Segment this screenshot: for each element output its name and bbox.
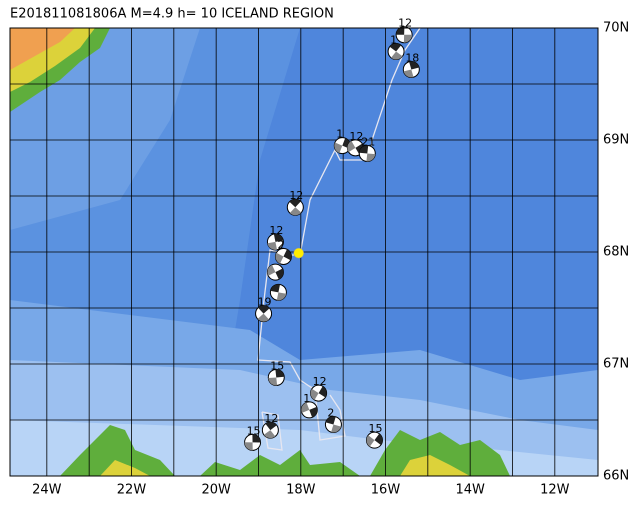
event-label: 12 [269,224,283,237]
focal-mechanism [402,60,420,78]
event-label: 1 [336,128,343,141]
lon-label: 14W [455,483,485,498]
lon-label: 24W [32,483,62,498]
compression [268,377,278,386]
compression [409,61,420,70]
event-label: 12 [398,17,412,30]
compression [270,284,280,293]
compression [374,433,383,445]
compression [258,305,270,314]
compression [391,51,403,60]
focal-mechanism [266,263,284,281]
lat-label: 70N [603,21,629,36]
lon-label: 18W [286,483,316,498]
lat-label: 66N [603,469,629,484]
event-label: 15 [247,424,261,437]
compression [289,199,301,208]
compression [265,422,277,431]
compression [267,264,276,276]
compression [347,140,356,153]
focal-mechanism [267,368,285,386]
compression [318,386,327,398]
event-label: 1 [303,392,310,405]
compression [257,313,269,322]
compression [275,268,284,280]
lat-label: 69N [603,133,629,148]
compression [276,292,287,301]
compression [366,153,376,162]
compression [331,424,342,433]
focal-mechanism [269,283,287,301]
focal-mechanism [261,421,279,439]
focal-mechanism [274,247,292,265]
compression [273,233,284,242]
compression [325,416,336,425]
focal-mechanism [266,233,284,251]
event-label: 2 [327,406,334,419]
event-label: 12 [264,412,278,425]
event-label: 15 [270,359,284,372]
map-title: E201811081806A M=4.9 h= 10 ICELAND REGIO… [10,7,334,22]
compression [301,402,310,413]
event-label: 19 [258,296,272,309]
event-label: 1 [390,34,397,47]
focal-mechanism [310,384,328,402]
focal-mechanism [395,26,413,44]
focal-mechanism [286,198,304,216]
grid [10,27,598,477]
lon-label: 20W [201,483,231,498]
focal-mechanism [365,431,383,449]
focal-mechanism [387,43,405,61]
compression [263,430,276,439]
compression [244,442,253,451]
compression [366,435,375,447]
compression [403,69,414,78]
compression [403,34,413,43]
compression [275,369,285,378]
focal-mechanism [324,415,342,433]
lat-label: 68N [603,245,629,260]
focal-mechanism [255,305,273,323]
compression [283,249,292,261]
frame [9,27,599,477]
lon-label: 12W [540,483,570,498]
epicenter [293,247,304,259]
compression [389,43,402,52]
focal-mechanism [358,144,376,162]
compression [396,26,405,35]
compression [310,388,319,400]
compression [267,241,277,250]
event-label: 18 [405,51,419,64]
event-label: 15 [368,422,382,435]
lon-label: 16W [371,483,401,498]
compression [309,406,318,418]
focal-mechanism [244,433,262,451]
lon-label: 22W [117,483,147,498]
event-label: 21 [361,135,375,148]
focal-mechanism [300,401,318,419]
event-label: 12 [313,375,327,388]
event-label: 12 [289,189,303,202]
compression [252,434,261,443]
compression [289,207,302,216]
compression [359,145,369,154]
event-label: 2 [277,238,284,251]
compression [334,142,343,154]
event-label: 12 [349,130,363,143]
lat-label: 67N [603,357,629,372]
compression [275,252,284,264]
